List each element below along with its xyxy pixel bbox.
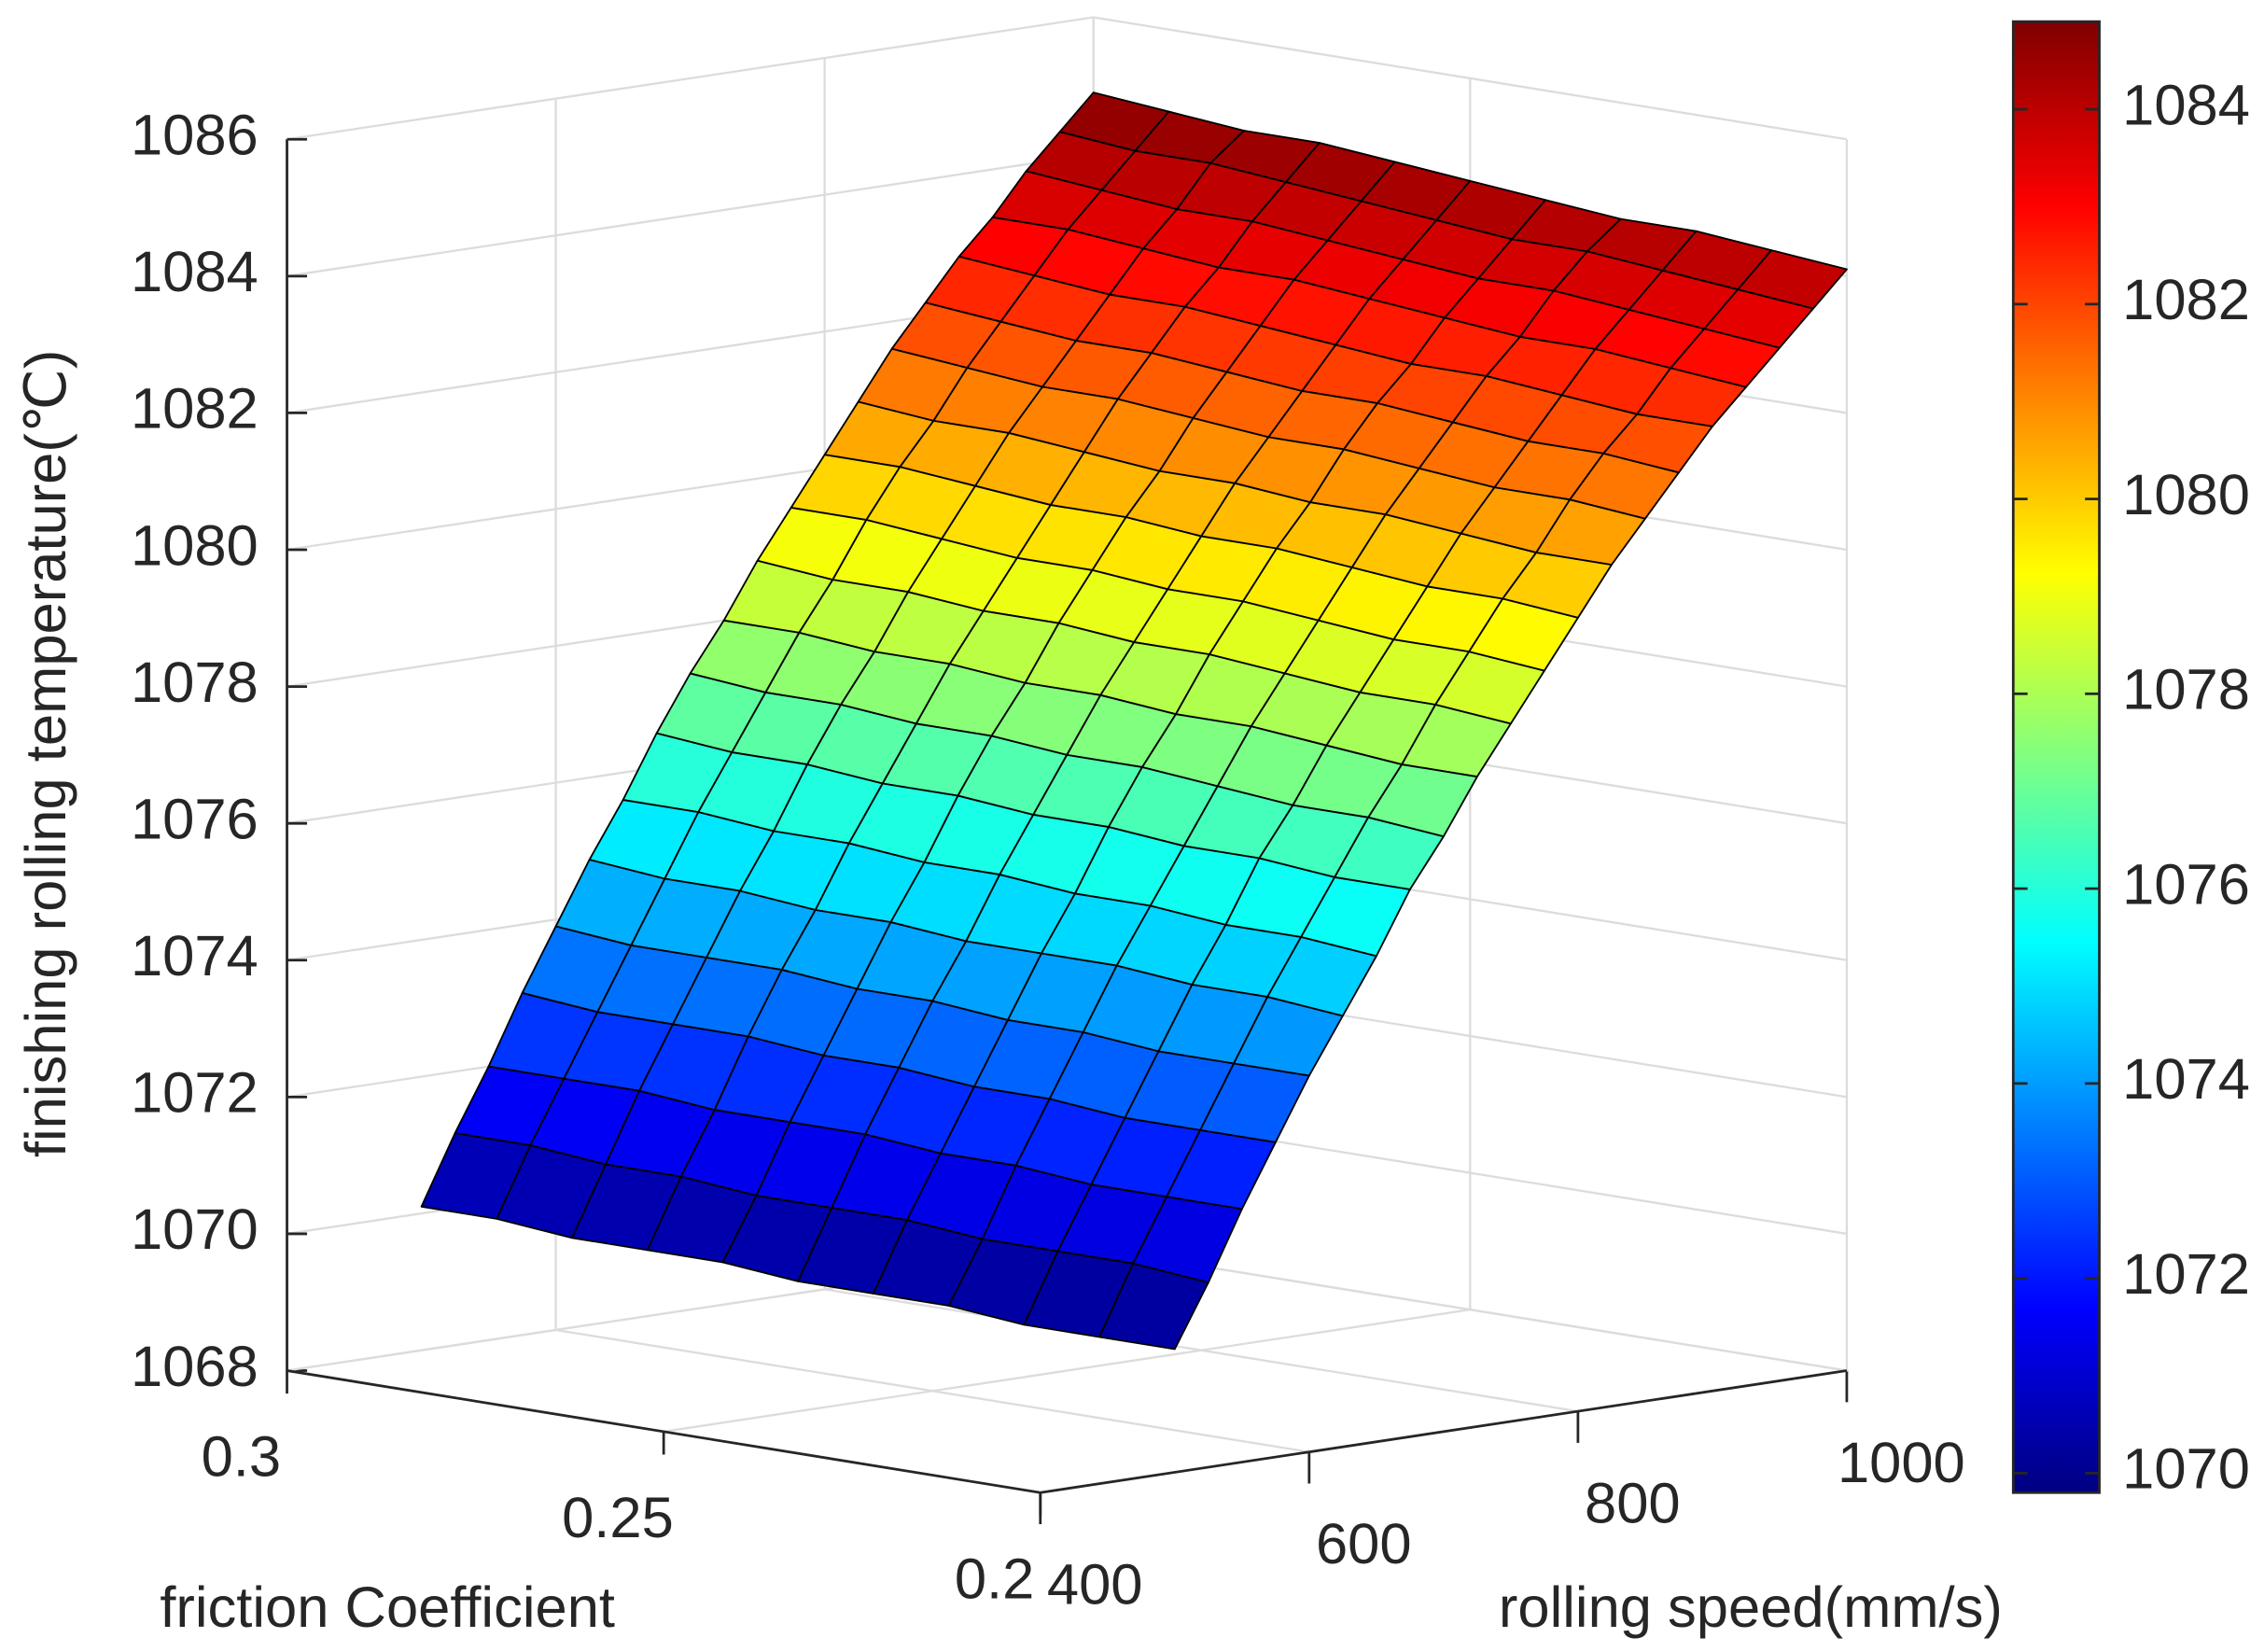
z-tick-label: 1086 bbox=[131, 103, 259, 167]
y-tick-label: 800 bbox=[1585, 1471, 1681, 1535]
colorbar-tick-label: 1078 bbox=[2122, 658, 2250, 722]
colorbar-tick-label: 1074 bbox=[2122, 1047, 2250, 1112]
y-axis-title: rolling speed(mm/s) bbox=[1499, 1575, 2003, 1640]
z-tick-label: 1068 bbox=[131, 1335, 259, 1399]
x-tick-label: 0.2 bbox=[955, 1547, 1035, 1611]
z-tick-label: 1080 bbox=[131, 513, 259, 578]
surface-patch bbox=[1098, 1262, 1209, 1351]
z-tick-label: 1078 bbox=[131, 651, 259, 715]
colorbar-tick-label: 1072 bbox=[2122, 1242, 2250, 1307]
y-tick-label: 1000 bbox=[1838, 1431, 1965, 1495]
z-tick-label: 1084 bbox=[131, 240, 259, 304]
colorbar-tick-label: 1084 bbox=[2122, 73, 2250, 137]
x-tick-label: 0.25 bbox=[562, 1486, 674, 1550]
x-axis-title: friction Coefficient bbox=[160, 1575, 615, 1640]
z-tick-label: 1082 bbox=[131, 377, 259, 441]
colorbar-tick-label: 1070 bbox=[2122, 1437, 2250, 1502]
colorbar-tick-label: 1080 bbox=[2122, 463, 2250, 527]
colorbar bbox=[2011, 20, 2101, 1494]
z-tick-label: 1076 bbox=[131, 787, 259, 851]
x-tick-label: 0.3 bbox=[202, 1425, 282, 1490]
colorbar-tick-label: 1082 bbox=[2122, 268, 2250, 332]
colorbar-tick-label: 1076 bbox=[2122, 852, 2250, 917]
z-tick-label: 1070 bbox=[131, 1197, 259, 1262]
y-tick-label: 600 bbox=[1316, 1512, 1412, 1576]
y-tick-label: 400 bbox=[1047, 1552, 1143, 1617]
surface bbox=[420, 91, 1848, 1351]
z-axis-title: finishing rolling temperature(℃) bbox=[14, 350, 78, 1158]
grid-line bbox=[286, 16, 1848, 141]
z-tick-label: 1072 bbox=[131, 1061, 259, 1126]
axis-line bbox=[286, 139, 1848, 1494]
z-tick-label: 1074 bbox=[131, 924, 259, 988]
